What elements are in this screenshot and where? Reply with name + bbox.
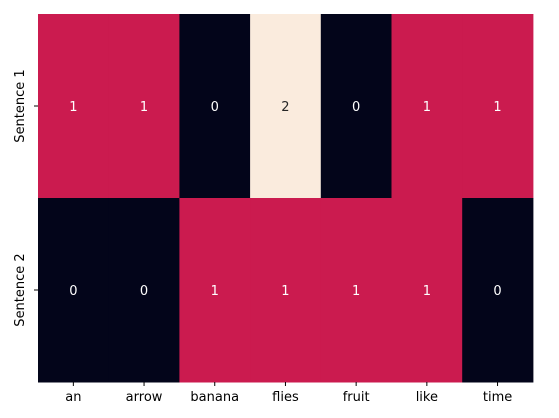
heatmap-cell-r2-c4 (250, 198, 322, 383)
y-tick-label: Sentence 2 (13, 253, 28, 326)
heatmap-cell-r1-c4 (250, 14, 322, 199)
x-tick-label: banana (190, 390, 239, 405)
cell-value-label: 0 (69, 284, 77, 299)
y-tick-label: Sentence 1 (13, 69, 28, 142)
heatmap-cell-r1-c7 (462, 14, 534, 199)
x-tick-label: fruit (343, 390, 370, 405)
heatmap-cell-r1-c1 (38, 14, 110, 199)
cell-value-label: 0 (352, 100, 360, 115)
cell-annotations: 1 1 0 2 0 1 1 0 0 1 1 1 1 0 (69, 100, 501, 299)
cell-value-label: 1 (211, 284, 219, 299)
cell-value-label: 1 (423, 284, 431, 299)
heatmap-cell-r2-c7 (462, 198, 534, 383)
heatmap-cell-r1-c2 (108, 14, 180, 199)
heatmap-cell-r2-c6 (391, 198, 463, 383)
heatmap-cell-r1-c6 (391, 14, 463, 199)
cell-value-label: 1 (69, 100, 77, 115)
y-axis: Sentence 1 Sentence 2 (13, 69, 38, 327)
heatmap-cell-r2-c3 (179, 198, 251, 383)
cell-value-label: 1 (281, 284, 289, 299)
cell-value-label: 1 (140, 100, 148, 115)
cell-value-label: 2 (281, 100, 289, 115)
heatmap-cell-r2-c5 (320, 198, 392, 383)
heatmap-cell-r1-c3 (179, 14, 251, 199)
x-axis: an arrow banana flies fruit like time (65, 382, 512, 405)
cell-value-label: 1 (493, 100, 501, 115)
cell-value-label: 1 (423, 100, 431, 115)
heatmap-cells (38, 14, 534, 383)
cell-value-label: 0 (140, 284, 148, 299)
heatmap-cell-r2-c2 (108, 198, 180, 383)
heatmap-cell-r1-c5 (320, 14, 392, 199)
x-tick-label: flies (272, 390, 299, 405)
cell-value-label: 0 (493, 284, 501, 299)
cell-value-label: 1 (352, 284, 360, 299)
heatmap-cell-r2-c1 (38, 198, 110, 383)
x-tick-label: arrow (126, 390, 163, 405)
cell-value-label: 0 (211, 100, 219, 115)
x-tick-label: an (65, 390, 81, 405)
x-tick-label: like (416, 390, 438, 405)
x-tick-label: time (483, 390, 512, 405)
